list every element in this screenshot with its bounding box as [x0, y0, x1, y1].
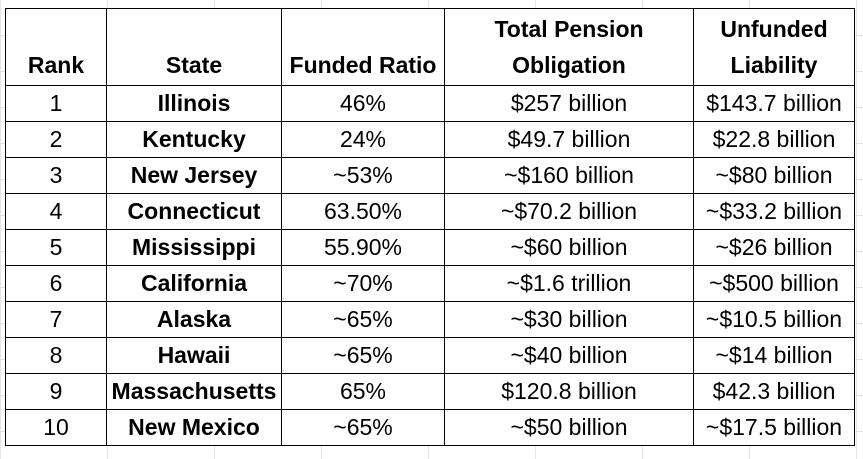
table-row: 6 California ~70% ~$1.6 trillion ~$500 billi… [5, 265, 855, 302]
funded-ratio-cell[interactable]: 55.90% [281, 229, 445, 266]
unfunded-liability-cell[interactable]: ~$26 billion [693, 229, 855, 266]
unfunded-liability-cell[interactable]: $22.8 billion [693, 121, 855, 158]
obligation-cell[interactable]: ~$1.6 trillion [444, 265, 694, 302]
table-row: 7 Alaska ~65% ~$30 billion ~$10.5 billion [5, 301, 855, 338]
state-cell[interactable]: New Mexico [106, 409, 282, 446]
table-row: 10 New Mexico ~65% ~$50 billion ~$17.5 billi… [5, 409, 855, 446]
unfunded-liability-cell[interactable]: ~$500 billion [693, 265, 855, 302]
funded-ratio-cell[interactable]: 65% [281, 373, 445, 410]
table-row: 3 New Jersey ~53% ~$160 billion ~$80 billion [5, 157, 855, 194]
state-cell[interactable]: Kentucky [106, 121, 282, 158]
obligation-cell[interactable]: $257 billion [444, 85, 694, 122]
unfunded-liability-cell[interactable]: ~$10.5 billion [693, 301, 855, 338]
state-cell[interactable]: Mississippi [106, 229, 282, 266]
rank-cell[interactable]: 6 [5, 265, 107, 302]
unfunded-liability-cell[interactable]: ~$80 billion [693, 157, 855, 194]
state-cell[interactable]: Hawaii [106, 337, 282, 374]
funded-ratio-cell[interactable]: ~65% [281, 409, 445, 446]
rank-cell[interactable]: 3 [5, 157, 107, 194]
header-state-label: State [165, 52, 223, 78]
header-unfunded-line2: Liability [730, 52, 818, 78]
state-cell[interactable]: Massachusetts [106, 373, 282, 410]
header-funded-ratio[interactable]: Funded Ratio [281, 8, 445, 86]
rank-cell[interactable]: 1 [5, 85, 107, 122]
state-cell[interactable]: California [106, 265, 282, 302]
obligation-cell[interactable]: $120.8 billion [444, 373, 694, 410]
table-row: 2 Kentucky 24% $49.7 billion $22.8 billion [5, 121, 855, 158]
state-cell[interactable]: Illinois [106, 85, 282, 122]
pension-table: Rank State Funded Ratio Total Pension Ob… [5, 8, 855, 446]
table-row: 5 Mississippi 55.90% ~$60 billion ~$26 billi… [5, 229, 855, 266]
obligation-cell[interactable]: ~$30 billion [444, 301, 694, 338]
obligation-cell[interactable]: ~$60 billion [444, 229, 694, 266]
funded-ratio-cell[interactable]: 46% [281, 85, 445, 122]
state-cell[interactable]: New Jersey [106, 157, 282, 194]
header-funded-ratio-label: Funded Ratio [289, 52, 437, 78]
obligation-cell[interactable]: ~$50 billion [444, 409, 694, 446]
obligation-cell[interactable]: $49.7 billion [444, 121, 694, 158]
funded-ratio-cell[interactable]: ~53% [281, 157, 445, 194]
rank-cell[interactable]: 9 [5, 373, 107, 410]
funded-ratio-cell[interactable]: ~70% [281, 265, 445, 302]
header-obligation-line2: Obligation [512, 52, 626, 78]
table-row: 4 Connecticut 63.50% ~$70.2 billion ~$33.2 b… [5, 193, 855, 230]
obligation-cell[interactable]: ~$70.2 billion [444, 193, 694, 230]
funded-ratio-cell[interactable]: 24% [281, 121, 445, 158]
rank-cell[interactable]: 7 [5, 301, 107, 338]
header-rank-label: Rank [27, 52, 85, 78]
unfunded-liability-cell[interactable]: $143.7 billion [693, 85, 855, 122]
funded-ratio-cell[interactable]: ~65% [281, 337, 445, 374]
rank-cell[interactable]: 4 [5, 193, 107, 230]
unfunded-liability-cell[interactable]: ~$17.5 billion [693, 409, 855, 446]
header-row: Rank State Funded Ratio Total Pension Ob… [5, 8, 855, 86]
table-row: 9 Massachusetts 65% $120.8 billion $42.3 bil… [5, 373, 855, 410]
rank-cell[interactable]: 2 [5, 121, 107, 158]
header-unfunded-line1: Unfunded [720, 16, 828, 42]
state-cell[interactable]: Alaska [106, 301, 282, 338]
table-row: 1 Illinois 46% $257 billion $143.7 billion [5, 85, 855, 122]
unfunded-liability-cell[interactable]: ~$33.2 billion [693, 193, 855, 230]
header-total-pension-obligation[interactable]: Total Pension Obligation [444, 8, 694, 86]
rank-cell[interactable]: 8 [5, 337, 107, 374]
rank-cell[interactable]: 10 [5, 409, 107, 446]
header-unfunded-liability[interactable]: Unfunded Liability [693, 8, 855, 86]
header-rank[interactable]: Rank [5, 8, 107, 86]
unfunded-liability-cell[interactable]: ~$14 billion [693, 337, 855, 374]
header-obligation-line1: Total Pension [494, 16, 644, 42]
funded-ratio-cell[interactable]: ~65% [281, 301, 445, 338]
obligation-cell[interactable]: ~$160 billion [444, 157, 694, 194]
obligation-cell[interactable]: ~$40 billion [444, 337, 694, 374]
funded-ratio-cell[interactable]: 63.50% [281, 193, 445, 230]
table-row: 8 Hawaii ~65% ~$40 billion ~$14 billion [5, 337, 855, 374]
unfunded-liability-cell[interactable]: $42.3 billion [693, 373, 855, 410]
rank-cell[interactable]: 5 [5, 229, 107, 266]
state-cell[interactable]: Connecticut [106, 193, 282, 230]
header-state[interactable]: State [106, 8, 282, 86]
